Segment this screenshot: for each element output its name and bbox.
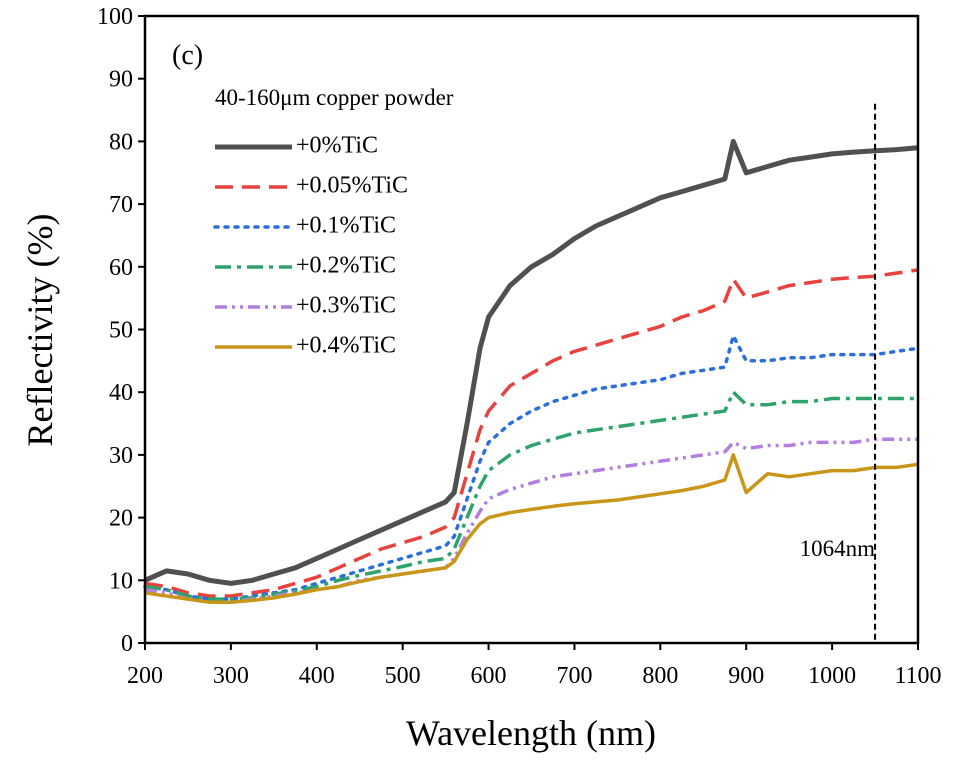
x-tick-label: 400 xyxy=(299,663,335,689)
legend-label: +0.1%TiC xyxy=(296,213,396,239)
y-tick-label: 60 xyxy=(109,255,133,281)
x-tick-label: 300 xyxy=(213,663,249,689)
x-tick-label: 1100 xyxy=(894,663,941,689)
y-tick-label: 80 xyxy=(109,129,133,155)
legend-label: +0.05%TiC xyxy=(296,173,408,199)
x-tick-label: 700 xyxy=(556,663,592,689)
y-tick-label: 100 xyxy=(97,4,133,30)
y-tick-label: 40 xyxy=(109,380,133,406)
y-axis-title: Reflectivity (%) xyxy=(20,214,60,447)
y-tick-label: 20 xyxy=(109,506,133,532)
x-tick-label: 1000 xyxy=(808,663,856,689)
data-line xyxy=(144,453,919,604)
y-tick-label: 90 xyxy=(109,67,133,93)
x-tick-label: 600 xyxy=(471,663,507,689)
legend-label: +0%TiC xyxy=(296,133,378,159)
x-tick-label: 200 xyxy=(127,663,163,689)
y-tick-label: 50 xyxy=(109,318,133,344)
legend-title: 40-160μm copper powder xyxy=(215,85,454,110)
x-tick-label: 800 xyxy=(642,663,678,689)
data-line xyxy=(144,390,918,601)
marker-label: 1064nm xyxy=(800,536,876,561)
panel-label: (c) xyxy=(172,40,203,71)
data-line xyxy=(143,138,919,586)
plot-frame xyxy=(143,14,920,645)
legend-label: +0.2%TiC xyxy=(296,253,396,279)
y-tick-label: 70 xyxy=(109,192,133,218)
y-tick-label: 30 xyxy=(109,443,133,469)
legend-label: +0.3%TiC xyxy=(296,293,396,319)
y-tick-label: 0 xyxy=(121,631,133,657)
y-tick-label: 10 xyxy=(109,568,133,594)
data-line xyxy=(144,268,919,598)
x-tick-label: 900 xyxy=(728,663,764,689)
legend-label: +0.4%TiC xyxy=(296,333,396,359)
x-axis-title: Wavelength (nm) xyxy=(406,713,656,753)
x-tick-label: 500 xyxy=(385,663,421,689)
